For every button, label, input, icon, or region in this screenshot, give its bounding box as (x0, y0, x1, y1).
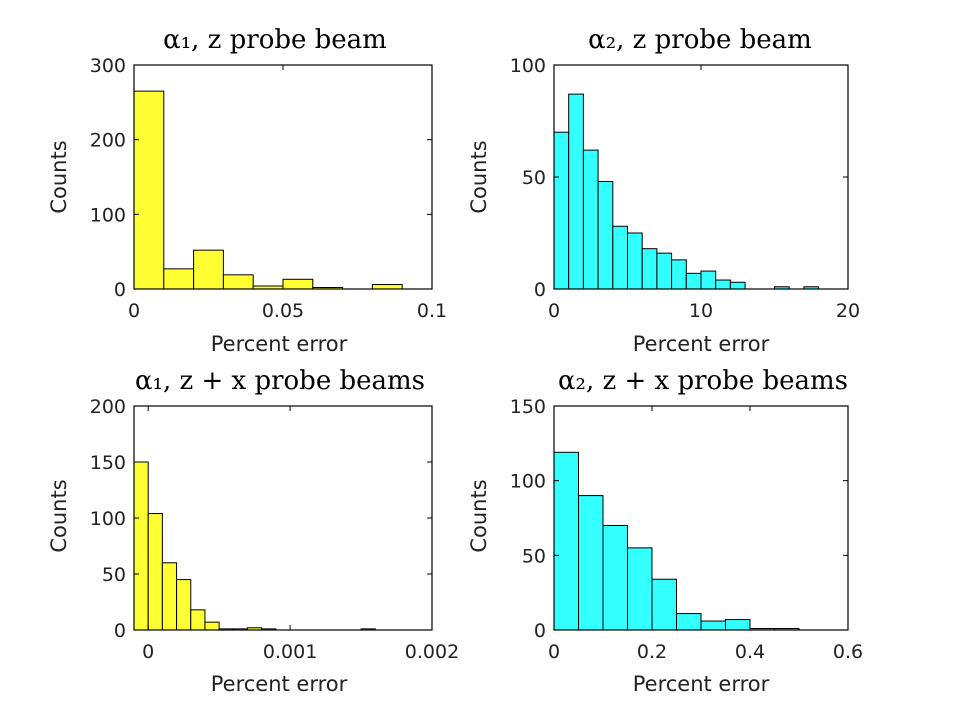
plot-frame (553, 64, 849, 290)
histogram-bar (568, 93, 584, 290)
y-tick-label: 150 (510, 396, 546, 418)
x-tick-label: 0.001 (263, 641, 317, 663)
y-tick-label: 200 (90, 130, 126, 152)
bars (133, 461, 376, 631)
x-tick-label: 0 (548, 641, 560, 663)
chart-title: α₂, z probe beam (588, 25, 812, 55)
x-tick-label: 0 (128, 300, 140, 322)
y-axis-label: Counts (47, 140, 71, 213)
x-tick-label: 10 (689, 300, 713, 322)
x-tick-label: 0.1 (417, 300, 447, 322)
histogram-bar (176, 579, 192, 631)
x-tick-label: 20 (836, 300, 860, 322)
ticks: 0 0.001 0.002 0 50 100 150 200 (90, 396, 459, 663)
panel-alpha2-z: α₂, z probe beam Counts Percent error 0 1… (467, 25, 860, 356)
histogram-bar (627, 547, 653, 631)
histogram-bar (204, 621, 220, 631)
histogram-bar (147, 513, 163, 631)
histogram-bar (553, 451, 579, 631)
histogram-bar (133, 90, 165, 290)
histogram-bar (671, 259, 687, 290)
histogram-bar (700, 270, 717, 290)
y-tick-label: 150 (90, 452, 126, 474)
x-axis-label: Percent error (633, 332, 770, 356)
panel-alpha2-zx: α₂, z + x probe beams Counts Percent err… (467, 366, 863, 696)
chart-title: α₁, z + x probe beams (135, 366, 425, 396)
x-tick-label: 0.6 (833, 641, 863, 663)
histogram-bar (582, 149, 599, 290)
x-tick-label: 0.05 (262, 300, 304, 322)
histogram-bar (602, 524, 628, 631)
histogram-bar (371, 284, 403, 290)
y-tick-label: 0 (534, 279, 546, 301)
histogram-bar (627, 232, 643, 290)
histogram-bar (578, 495, 604, 631)
y-tick-label: 100 (90, 204, 126, 226)
y-tick-label: 300 (90, 55, 126, 77)
plot-frame (553, 405, 849, 631)
histogram-bar (133, 461, 149, 631)
histogram-bar (612, 225, 628, 290)
x-tick-label: 0 (548, 300, 560, 322)
x-axis-label: Percent error (211, 332, 348, 356)
plot-frame (133, 405, 433, 631)
y-tick-label: 100 (510, 55, 546, 77)
histogram-bar (163, 268, 195, 290)
histogram-bar (656, 252, 673, 290)
y-tick-label: 200 (90, 396, 126, 418)
y-tick-label: 50 (522, 545, 546, 567)
ticks: 0 10 20 0 50 100 (510, 55, 860, 322)
y-tick-label: 50 (522, 167, 546, 189)
plot-frame (133, 64, 433, 290)
y-tick-label: 100 (90, 508, 126, 530)
y-tick-label: 50 (102, 564, 126, 586)
histogram-bar (597, 180, 614, 290)
histogram-bar (729, 281, 746, 290)
y-tick-label: 100 (510, 471, 546, 493)
y-tick-label: 0 (534, 620, 546, 642)
histogram-bar (700, 620, 726, 631)
y-axis-label: Counts (47, 479, 71, 552)
histogram-bar (553, 131, 570, 290)
x-tick-label: 0.002 (405, 641, 459, 663)
panel-alpha1-zx: α₁, z + x probe beams Counts Percent err… (47, 366, 459, 696)
histogram-bar (651, 578, 677, 631)
histogram-bar (725, 619, 751, 631)
histogram-bar (641, 248, 658, 290)
histogram-bar (222, 274, 254, 290)
y-axis-label: Counts (467, 140, 491, 213)
y-axis-label: Counts (467, 479, 491, 552)
bars (553, 93, 820, 290)
x-tick-label: 0.2 (637, 641, 667, 663)
y-tick-label: 0 (114, 279, 126, 301)
histogram-bar (161, 562, 178, 631)
histogram-bar (685, 272, 702, 290)
x-axis-label: Percent error (633, 672, 770, 696)
histogram-bar (715, 279, 731, 290)
histogram-bar (282, 278, 314, 290)
histogram-bar (193, 249, 224, 290)
ticks: 0 0.05 0.1 0 100 200 300 (90, 55, 447, 322)
histogram-bar (190, 609, 206, 631)
x-tick-label: 0.4 (735, 641, 765, 663)
chart-title: α₂, z + x probe beams (558, 366, 848, 396)
histogram-bar (676, 613, 702, 631)
bars (553, 451, 800, 631)
ticks: 0 0.2 0.4 0.6 0 50 100 150 (510, 396, 863, 663)
x-axis-label: Percent error (211, 672, 348, 696)
chart-title: α₁, z probe beam (163, 25, 387, 55)
y-tick-label: 0 (114, 620, 126, 642)
bars (133, 90, 403, 290)
x-tick-label: 0 (142, 641, 154, 663)
